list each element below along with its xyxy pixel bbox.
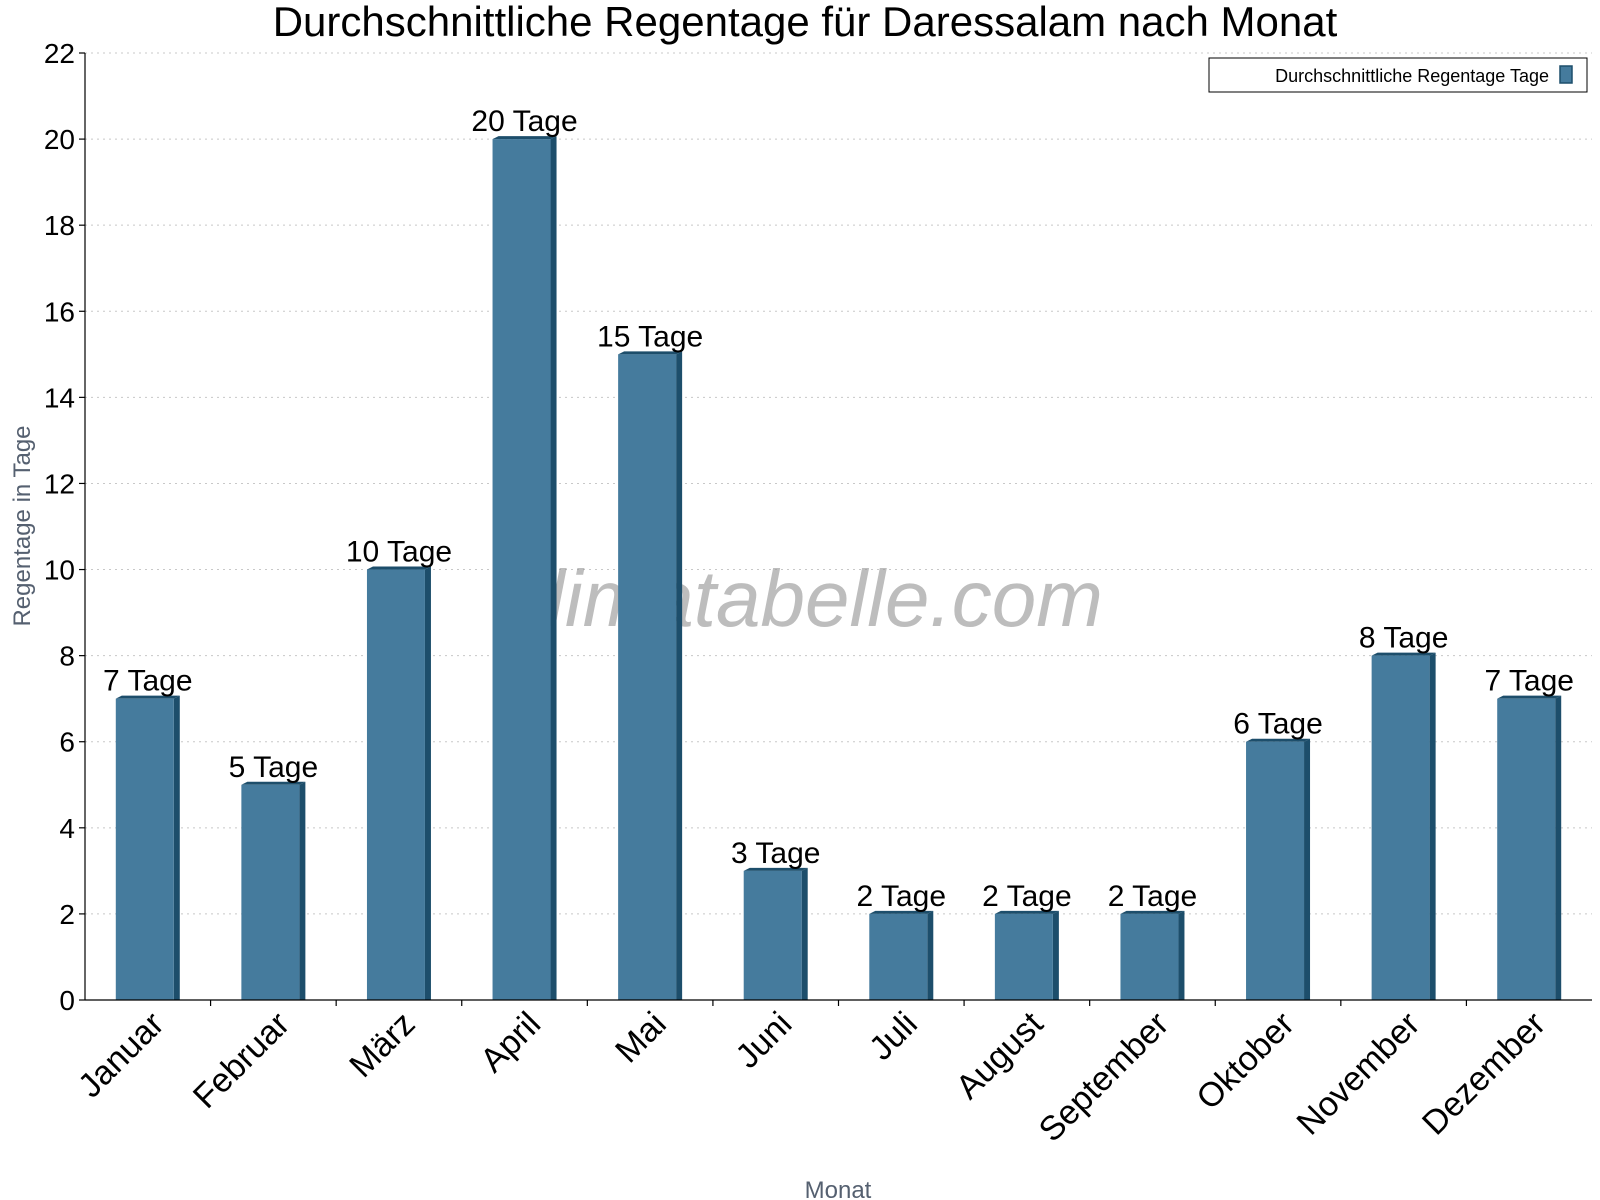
y-tick-label: 22 xyxy=(44,38,75,69)
y-tick-label: 20 xyxy=(44,124,75,155)
x-tick-label: Mai xyxy=(608,1005,674,1071)
y-tick-label: 8 xyxy=(59,641,75,672)
bar-top xyxy=(743,867,808,871)
y-tick-label: 12 xyxy=(44,468,75,499)
x-tick-label: August xyxy=(949,1004,1051,1106)
y-axis-title: Regentage in Tage xyxy=(9,425,36,626)
bar-Mai xyxy=(618,351,683,1000)
legend-label: Durchschnittliche Regentage Tage xyxy=(1275,66,1549,86)
bar xyxy=(1246,741,1305,1000)
bar-November xyxy=(1371,652,1436,1000)
bar-top xyxy=(241,781,306,785)
bar xyxy=(1371,655,1430,1000)
bar-August xyxy=(994,910,1059,1000)
bar xyxy=(618,354,677,1000)
bar xyxy=(869,913,928,1000)
bar xyxy=(366,569,425,1000)
chart-title: Durchschnittliche Regentage für Daressal… xyxy=(273,0,1338,45)
y-tick-label: 18 xyxy=(44,210,75,241)
x-tick-label: September xyxy=(1032,1005,1176,1149)
bar-Juli xyxy=(869,910,934,1000)
watermark: klimatabelle.com xyxy=(507,554,1103,643)
bar xyxy=(492,139,551,1000)
bar-data-label: 2 Tage xyxy=(857,880,947,913)
x-tick-label: Juli xyxy=(862,1005,925,1068)
bar-side xyxy=(801,867,808,1000)
bar-data-labels: 7 Tage 5 Tage 10 Tage 20 Tage 15 Tage 3 Tage 2… xyxy=(103,105,1574,913)
bar xyxy=(1120,913,1179,1000)
bar-top xyxy=(1120,910,1185,914)
y-tick-label: 10 xyxy=(44,555,75,586)
y-tick-label: 2 xyxy=(59,899,75,930)
y-axis-ticks: 0 2 4 6 8 10 12 14 16 18 20 22 xyxy=(44,38,85,1016)
bar-side xyxy=(927,910,934,1000)
bar-side xyxy=(550,136,557,1000)
bar xyxy=(241,784,300,1000)
bar-top xyxy=(869,910,934,914)
bar-side xyxy=(173,695,180,1000)
bar xyxy=(1497,698,1556,1000)
bar-September xyxy=(1120,910,1185,1000)
bar-top xyxy=(1246,738,1311,742)
x-tick-label: Februar xyxy=(186,1005,297,1116)
bar-data-label: 15 Tage xyxy=(597,320,703,353)
y-tick-label: 6 xyxy=(59,727,75,758)
bar-data-label: 6 Tage xyxy=(1233,708,1323,741)
bar-data-label: 7 Tage xyxy=(103,665,193,698)
grid-lines xyxy=(85,52,1592,915)
bar-data-label: 20 Tage xyxy=(471,105,577,138)
y-tick-label: 0 xyxy=(59,985,75,1016)
bar-data-label: 7 Tage xyxy=(1484,665,1574,698)
x-tick-label: November xyxy=(1290,1005,1428,1143)
bar-top xyxy=(1371,652,1436,656)
legend-box xyxy=(1208,57,1588,93)
x-tick-label: Juni xyxy=(728,1005,799,1076)
x-tick-label: Dezember xyxy=(1415,1005,1553,1143)
bar-Januar xyxy=(115,695,180,1000)
bar-Juni xyxy=(743,867,808,1000)
bar-data-label: 5 Tage xyxy=(229,751,319,784)
bar-data-label: 2 Tage xyxy=(982,880,1072,913)
bar-side xyxy=(424,566,431,1000)
bar-top xyxy=(366,566,431,570)
bar-top xyxy=(618,351,683,355)
bar-top xyxy=(492,136,557,140)
bar-top xyxy=(994,910,1059,914)
bar-side xyxy=(299,781,306,1000)
bar-April xyxy=(492,136,557,1000)
bar-März xyxy=(366,566,431,1000)
legend: Durchschnittliche Regentage Tage xyxy=(1208,57,1588,93)
bar-top xyxy=(115,695,180,699)
y-tick-label: 16 xyxy=(44,296,75,327)
bar-top xyxy=(1497,695,1562,699)
x-tick-label: März xyxy=(342,1005,422,1085)
x-axis-ticks: Januar Februar März April Mai Juni Juli AugustS… xyxy=(71,1000,1553,1149)
y-tick-label: 14 xyxy=(44,382,75,413)
bar-Februar xyxy=(241,781,306,1000)
legend-swatch xyxy=(1559,65,1573,84)
bar xyxy=(115,698,174,1000)
bar-Dezember xyxy=(1497,695,1562,1000)
x-tick-label: Januar xyxy=(71,1005,171,1105)
bar-side xyxy=(1052,910,1059,1000)
bar-side xyxy=(1178,910,1185,1000)
x-tick-label: April xyxy=(473,1005,548,1080)
bar-data-label: 10 Tage xyxy=(346,536,452,569)
bar-Oktober xyxy=(1246,738,1311,1000)
x-axis-title: Monat xyxy=(805,1177,872,1200)
bar-side xyxy=(1555,695,1562,1000)
y-tick-label: 4 xyxy=(59,813,75,844)
x-tick-label: Oktober xyxy=(1189,1005,1301,1117)
bar xyxy=(994,913,1053,1000)
bars xyxy=(115,136,1562,1000)
bar-side xyxy=(1304,738,1311,1000)
bar-side xyxy=(1429,652,1436,1000)
bar xyxy=(743,870,802,1000)
bar-data-label: 3 Tage xyxy=(731,837,821,870)
bar-data-label: 8 Tage xyxy=(1359,622,1449,655)
bar-data-label: 2 Tage xyxy=(1108,880,1198,913)
bar-side xyxy=(676,351,683,1000)
